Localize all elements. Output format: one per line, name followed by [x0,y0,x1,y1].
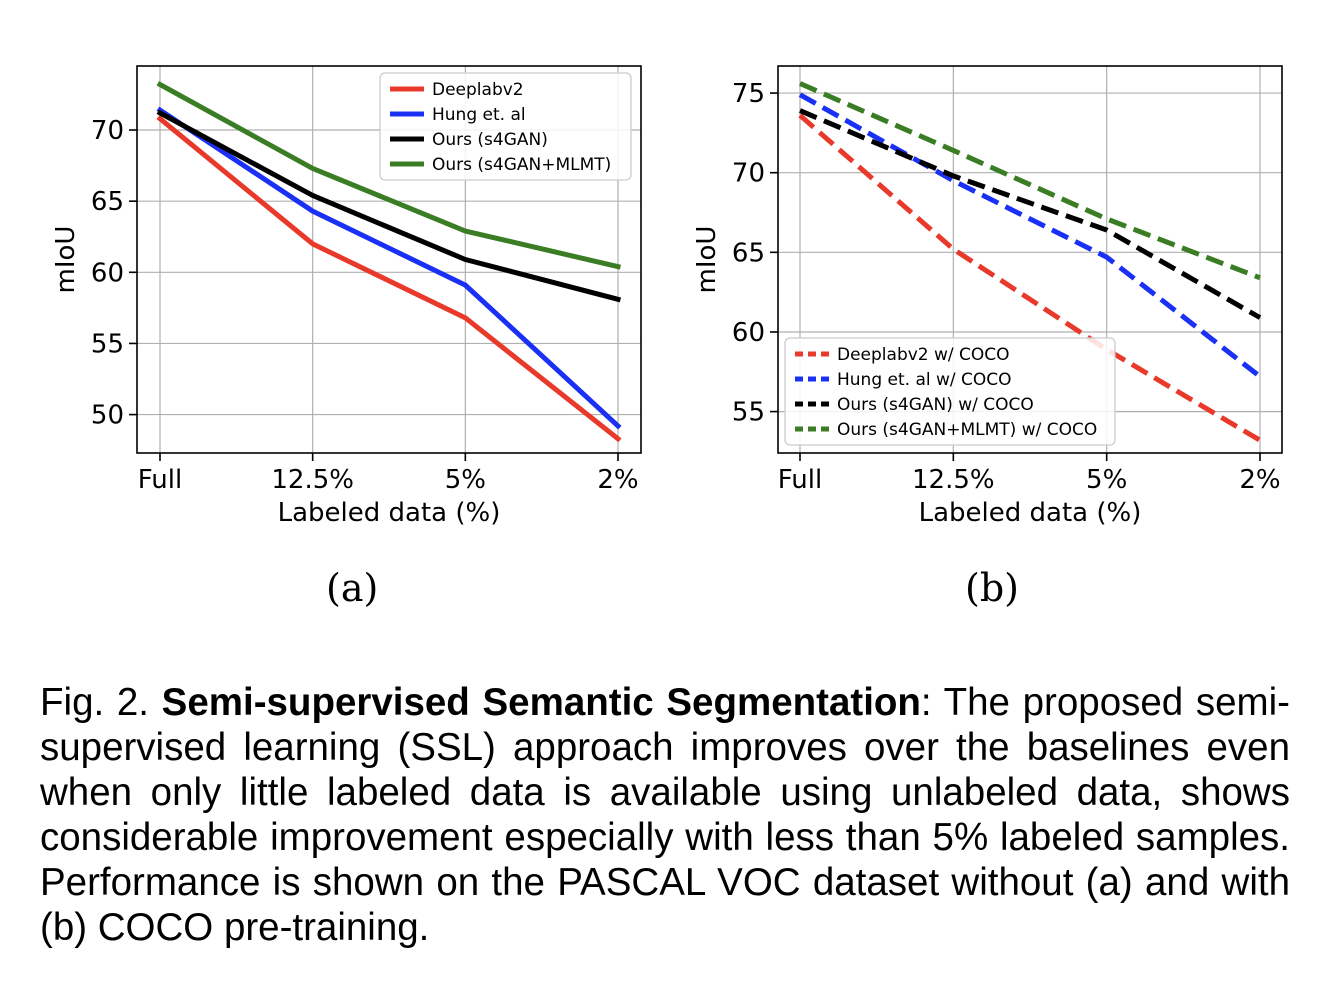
chart-b-ytick-label: 55 [732,398,765,428]
chart-a-ytick-label: 50 [91,401,124,431]
chart-a-xtick-label: 5% [445,465,486,495]
chart-a-ytick-label: 55 [91,329,124,359]
chart-a-series-1-line [156,106,622,430]
caption-text: : The proposed semi-supervised learning … [40,681,1290,949]
chart-b-series-1-line [798,92,1262,379]
chart-a-series-3-line [156,81,622,270]
caption-prefix: Fig. 2. [40,681,162,724]
chart-b-legend-label-0: Deeplabv2 w/ COCO [837,345,1010,365]
chart-a-ytick-label: 65 [91,187,124,217]
chart-a-legend-label-1: Hung et. al [432,105,526,125]
caption-bold-title: Semi-supervised Semantic Segmentation [161,681,921,724]
chart-b-ylabel: mIoU [692,226,722,294]
panel-label-a: (a) [326,566,379,610]
chart-a-xtick-label: 2% [597,465,638,495]
chart-b-ytick-label: 65 [732,238,765,268]
chart-b-ytick-label: 75 [732,79,765,109]
chart-b-series-0-line [798,113,1262,443]
chart-b-xtick-label: Full [778,465,822,495]
chart-b-legend-label-3: Ours (s4GAN+MLMT) w/ COCO [837,420,1097,440]
figure-caption: Fig. 2. Semi-supervised Semantic Segment… [40,680,1290,950]
chart-a-xlabel: Labeled data (%) [278,498,501,528]
chart-b-series-3-line [799,81,1261,281]
chart-a-series-0-line [156,115,622,443]
chart-a-legend-label-0: Deeplabv2 [432,80,524,100]
chart-a-legend [379,72,632,181]
chart-b-plot-frame [777,65,1283,454]
chart-b-xtick-label: 12.5% [912,465,995,495]
chart-a-plot-frame [136,65,642,454]
chart-b-legend-label-2: Ours (s4GAN) w/ COCO [837,395,1034,415]
figure-charts: Full 12.5% 5% 2% 50 55 60 65 70 Labeled data (%) m… [51,65,1283,528]
chart-a-xtick-label: 12.5% [271,465,354,495]
chart-b-xtick-label: 5% [1086,465,1127,495]
chart-b-legend-label-1: Hung et. al w/ COCO [837,370,1012,390]
chart-a-legend-label-2: Ours (s4GAN) [432,130,548,150]
chart-a-ylabel: mIoU [51,226,81,294]
chart-a-ytick-label: 70 [91,116,124,146]
chart-b-xtick-label: 2% [1239,465,1280,495]
panel-label-b: (b) [965,566,1019,610]
chart-a-legend-label-3: Ours (s4GAN+MLMT) [432,155,611,175]
chart-a-xtick-label: Full [138,465,182,495]
chart-b-ytick-label: 70 [732,159,765,189]
chart-b-xlabel: Labeled data (%) [919,498,1142,528]
chart-b-ytick-label: 60 [732,318,765,348]
chart-a-ytick-label: 60 [91,258,124,288]
chart-b-legend [784,337,1116,446]
chart-b-series-2-line [799,108,1262,320]
chart-a-series-2-line [156,109,622,303]
